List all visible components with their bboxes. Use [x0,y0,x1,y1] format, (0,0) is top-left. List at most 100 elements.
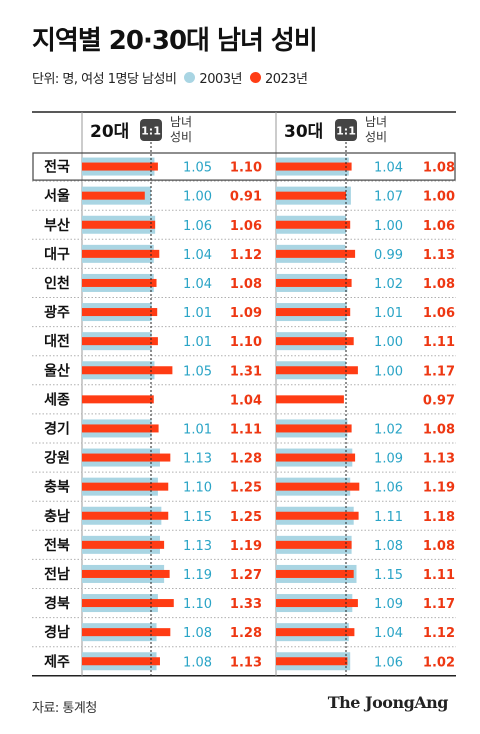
bar-2023 [82,249,160,258]
value-label-2003: 1.13 [183,452,212,467]
value-header-line1: 남녀 [365,115,387,129]
category-label: 경남 [44,624,70,641]
bar-2023 [276,657,348,666]
value-label-2023: 1.09 [230,306,262,321]
category-label: 광주 [44,304,70,321]
bar-2023 [82,162,158,171]
value-label-2023: 1.28 [230,626,262,641]
value-label-2003: 1.15 [183,510,212,525]
category-label: 부산 [44,217,70,234]
bar-2023 [82,337,158,346]
value-label-2023: 1.04 [230,393,262,408]
value-label-2003: 1.01 [183,306,212,321]
value-label-2003: 0.99 [374,248,403,263]
ratio-badge-label: 1:1 [141,125,161,138]
value-label-2003: 1.09 [374,597,403,612]
value-label-2023: 1.33 [230,597,262,612]
value-label-2003: 1.19 [183,568,212,583]
bar-2023 [276,220,351,229]
bar-2023 [276,337,354,346]
bar-2023 [82,366,173,375]
bar-2023 [82,424,159,433]
bar-2023 [82,482,169,491]
value-label-2003: 1.13 [183,539,212,554]
value-header-line2: 성비 [365,130,387,144]
category-label: 대구 [44,247,70,263]
value-label-2023: 0.97 [423,393,455,408]
value-label-2023: 1.06 [423,306,455,321]
value-label-2023: 1.11 [423,335,455,350]
value-label-2023: 1.08 [423,539,455,554]
value-label-2003: 1.05 [183,364,212,379]
value-label-2003: 1.15 [374,568,403,583]
value-label-2003: 1.01 [183,335,212,350]
category-label: 충남 [44,508,70,525]
value-label-2023: 1.06 [230,219,262,234]
legend-label-2003: 2003년 [199,72,242,87]
bar-2023 [276,278,352,287]
value-label-2023: 1.25 [230,481,262,496]
value-label-2023: 1.27 [230,568,262,583]
value-label-2023: 1.25 [230,510,262,525]
value-label-2023: 1.10 [230,335,262,350]
value-label-2023: 1.31 [230,364,262,379]
bar-2023 [276,511,359,520]
value-label-2023: 1.08 [423,277,455,292]
category-label: 전남 [44,566,70,583]
panel-title: 30대 [284,122,323,142]
bar-2023 [82,191,145,200]
legend-swatch-2023 [249,72,261,83]
legend-swatch-2003 [184,72,196,83]
bar-2023 [276,395,344,404]
bar-2023 [82,278,157,287]
value-label-2023: 1.00 [423,190,455,205]
chart-title: 지역별 20·30대 남녀 성비 [32,26,318,56]
value-label-2003: 1.04 [374,161,403,176]
bar-2023 [276,308,351,317]
bar-2023 [82,308,158,317]
value-label-2003: 1.00 [374,335,403,350]
value-label-2003: 1.08 [183,626,212,641]
value-label-2023: 1.08 [230,277,262,292]
value-header-line2: 성비 [170,130,192,144]
value-label-2023: 1.11 [423,568,455,583]
bar-2023 [276,366,358,375]
value-label-2003: 1.06 [183,219,212,234]
value-label-2023: 1.12 [423,626,455,641]
bar-2023 [82,657,160,666]
value-label-2003: 1.04 [183,277,212,292]
ratio-badge [140,119,162,141]
value-label-2003: 1.02 [374,277,403,292]
value-label-2023: 1.18 [423,510,455,525]
subtitle-row: 단위: 명, 여성 1명당 남성비 2003년 2023년 [32,68,308,87]
bar-2023 [276,424,352,433]
source-note: 자료: 통계청 [32,701,97,716]
value-label-2023: 1.19 [230,539,262,554]
value-label-2023: 1.13 [423,248,455,263]
bar-2023 [82,395,154,404]
value-label-2023: 1.13 [230,655,262,670]
value-label-2023: 1.17 [423,597,455,612]
value-label-2023: 1.02 [423,655,455,670]
value-label-2003: 1.10 [183,597,212,612]
category-label: 서울 [44,188,70,205]
bar-2023 [276,599,358,608]
value-label-2023: 0.91 [230,190,262,205]
value-label-2003: 1.05 [183,161,212,176]
bar-2023 [276,569,354,578]
value-label-2003: 1.06 [374,655,403,670]
value-label-2023: 1.13 [423,452,455,467]
bar-2023 [276,191,346,200]
value-label-2003: 1.10 [183,481,212,496]
category-label: 전국 [44,159,70,176]
value-label-2023: 1.17 [423,364,455,379]
ratio-badge [335,119,357,141]
value-header-line1: 남녀 [170,115,192,129]
value-label-2003: 1.06 [374,481,403,496]
value-label-2003: 1.00 [183,190,212,205]
value-label-2023: 1.19 [423,481,455,496]
ratio-badge-label: 1:1 [336,125,356,138]
value-label-2003: 1.00 [374,219,403,234]
bar-2023 [82,453,171,462]
